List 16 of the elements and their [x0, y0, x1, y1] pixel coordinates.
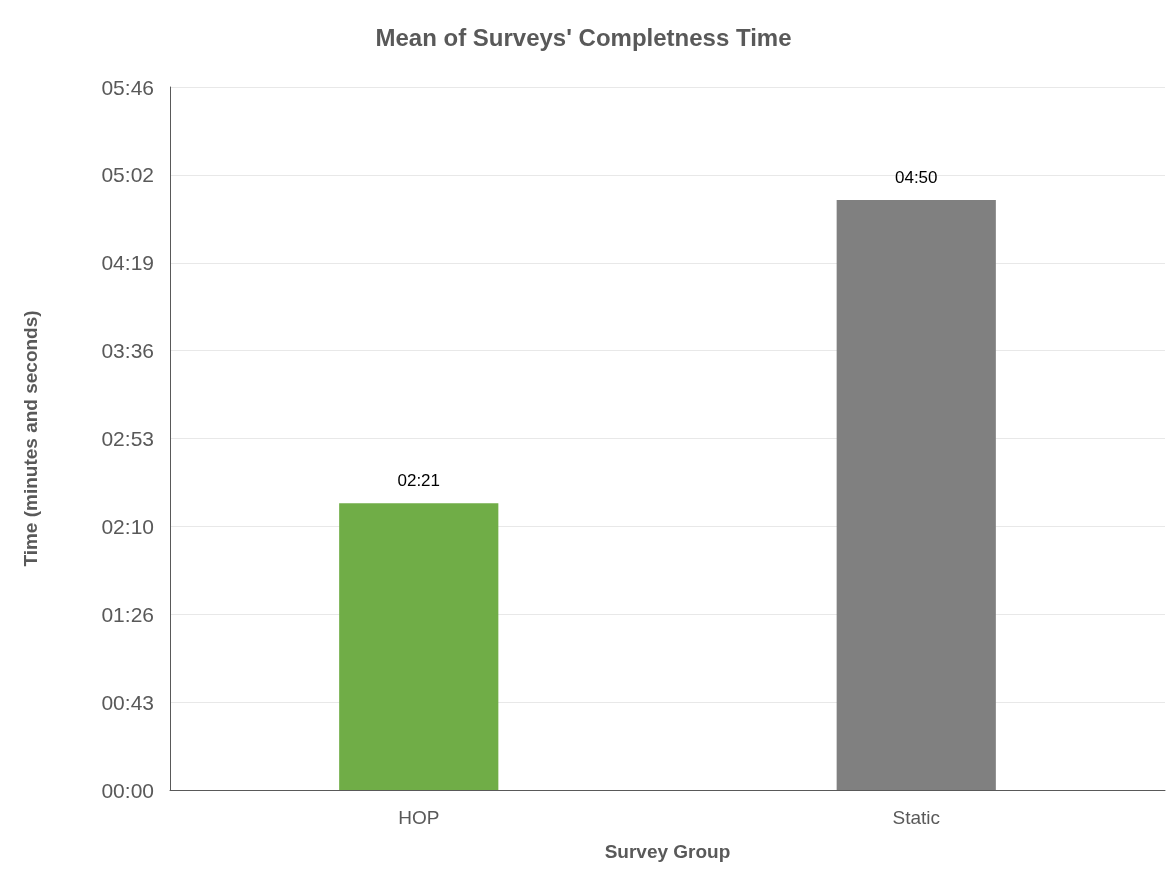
y-tick-label: 01:26: [101, 602, 154, 626]
x-tick-label: Static: [892, 807, 941, 828]
y-tick-label: 00:00: [101, 778, 154, 802]
y-tick-label: 05:46: [101, 75, 154, 99]
y-tick-label: 03:36: [101, 339, 154, 363]
data-label: 02:21: [397, 471, 441, 491]
y-tick-label: 04:19: [101, 251, 154, 275]
x-axis-title: Survey Group: [604, 841, 731, 862]
data-label: 04:50: [894, 168, 938, 188]
y-tick-label: 00:43: [101, 690, 154, 714]
x-tick-label: HOP: [398, 807, 440, 828]
y-tick-label: 02:53: [101, 427, 154, 450]
y-axis-title: Time (minutes and seconds): [20, 310, 41, 567]
chart-title: Mean of Surveys' Completness Time: [375, 23, 792, 51]
y-tick-label: 05:02: [101, 163, 154, 187]
y-tick-label: 02:10: [101, 514, 154, 538]
